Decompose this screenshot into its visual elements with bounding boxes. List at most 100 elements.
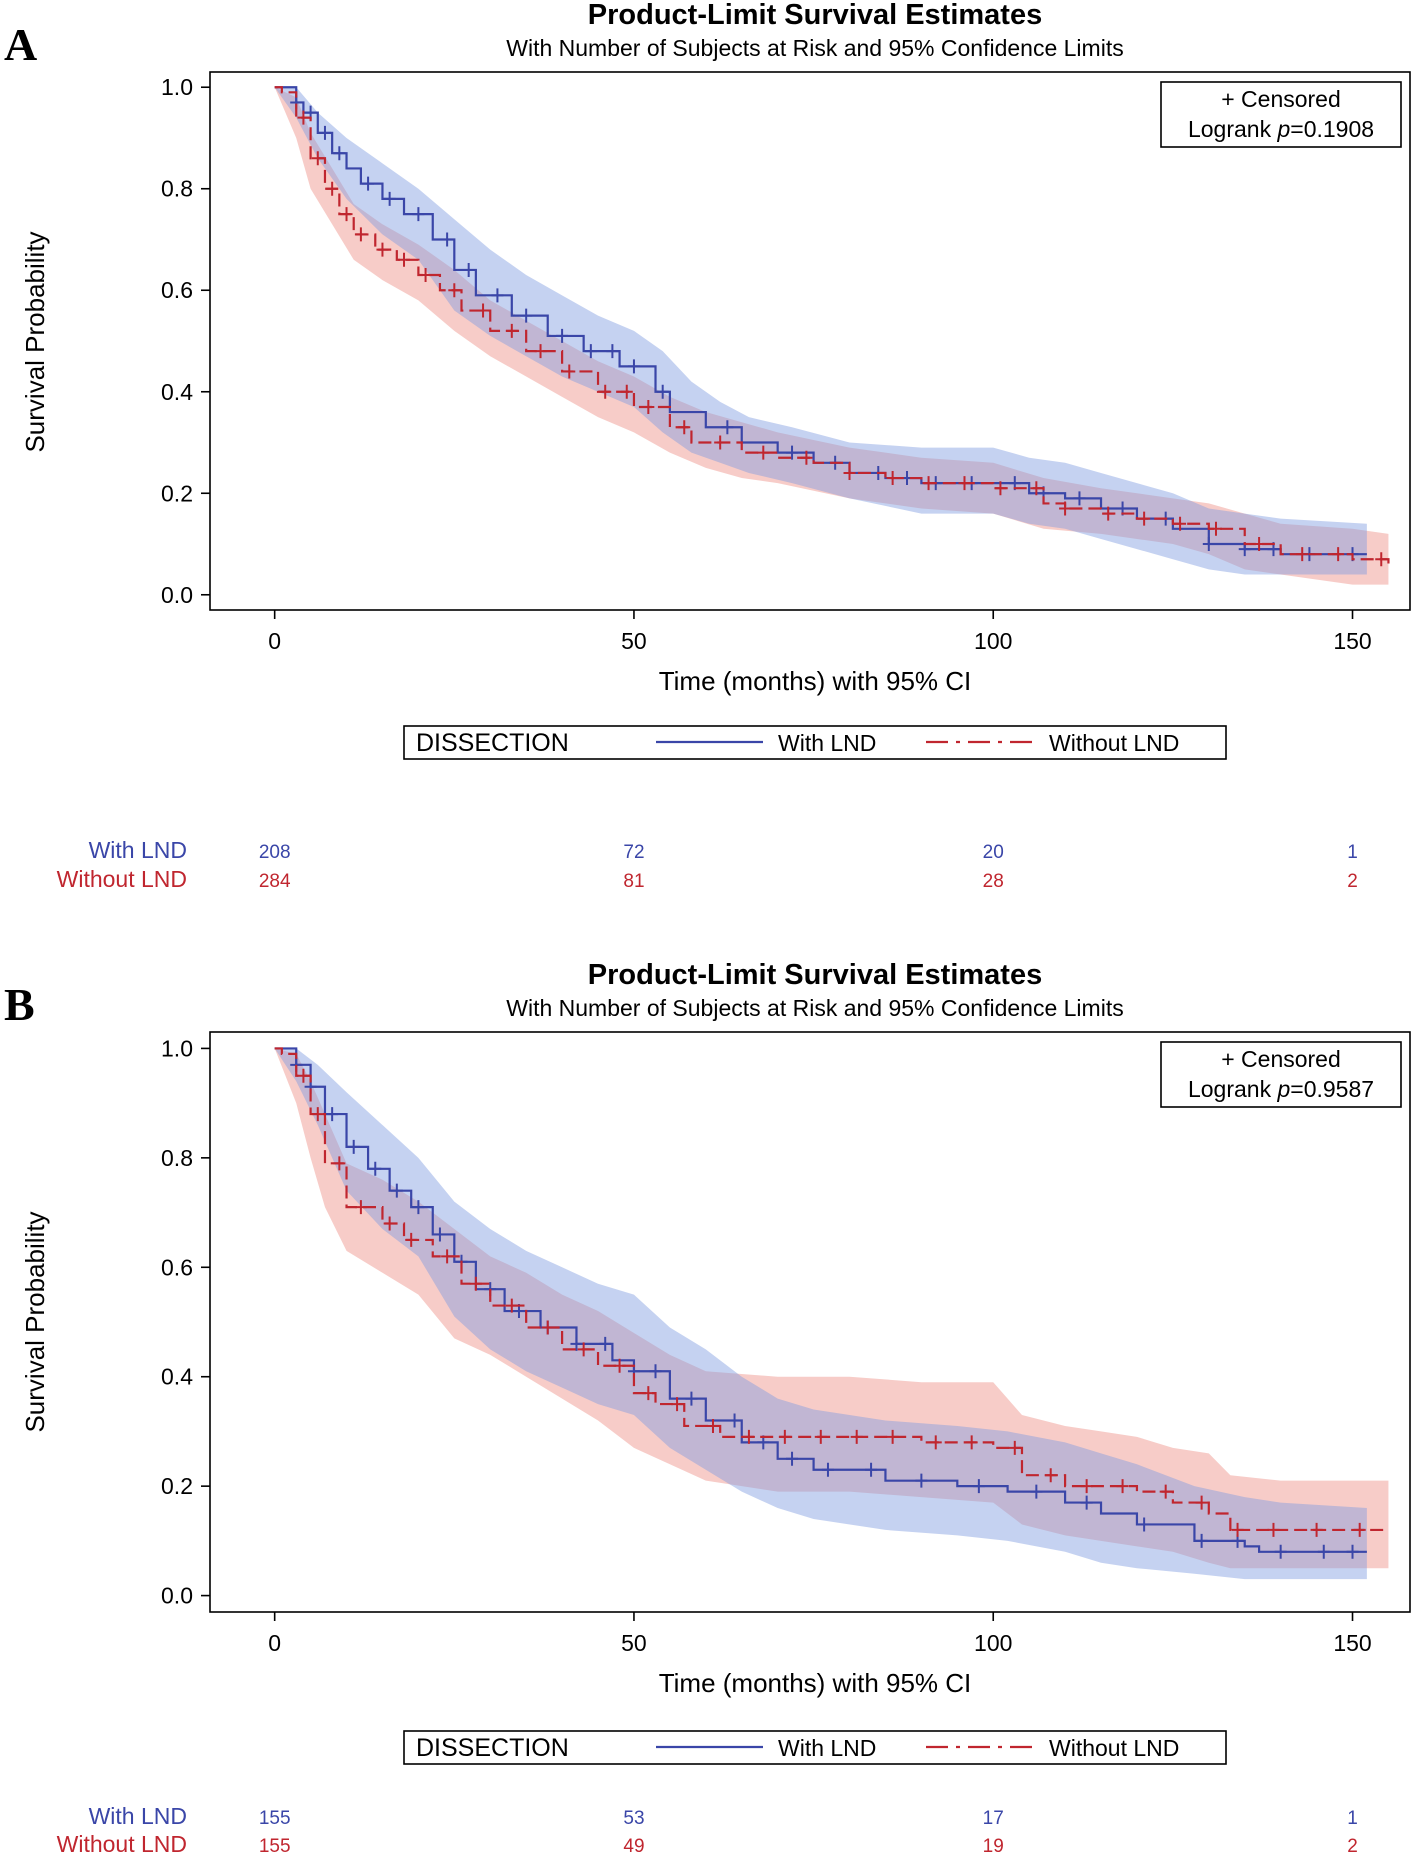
legend-label-without-lnd: Without LND (1049, 730, 1179, 756)
ci-band-with-lnd (274, 1048, 1367, 1580)
inset-frame (1160, 81, 1402, 148)
censor-mark (469, 1276, 482, 1291)
censor-mark (577, 1342, 590, 1357)
censor-mark (311, 1107, 324, 1122)
censor-mark (1267, 1522, 1280, 1537)
censor-mark (1116, 1479, 1129, 1494)
censor-mark (1059, 501, 1072, 516)
censor-mark (412, 1200, 425, 1215)
censor-mark (441, 232, 454, 247)
censor-mark (642, 1386, 655, 1401)
censor-mark (383, 191, 396, 206)
risk-row-label: With LND (89, 837, 187, 863)
censor-mark (1044, 1468, 1057, 1483)
x-axis-label: Time (months) with 95% CI (659, 1668, 972, 1698)
y-tick-label: 1.0 (161, 1035, 193, 1061)
censor-mark (678, 420, 691, 435)
censor-mark (541, 1320, 554, 1335)
censor-mark (1195, 1533, 1208, 1548)
censor-mark (1030, 481, 1043, 496)
censor-mark (1080, 1479, 1093, 1494)
censor-mark (333, 146, 346, 161)
logrank-prefix: Logrank (1188, 1076, 1278, 1102)
risk-row-label: Without LND (57, 866, 187, 892)
censor-mark (491, 288, 504, 303)
risk-count: 28 (983, 871, 1004, 892)
logrank-p: p (1276, 1076, 1290, 1102)
censor-mark (1209, 521, 1222, 536)
censor-mark (721, 420, 734, 435)
censor-mark (1231, 1522, 1244, 1537)
panel-letter: A (4, 19, 37, 70)
censor-mark (821, 1462, 834, 1477)
censor-mark (1102, 506, 1115, 521)
survival-curve-with-lnd (274, 1047, 1367, 1553)
censor-mark (398, 252, 411, 267)
censor-mark (318, 125, 331, 140)
risk-count: 1 (1347, 1808, 1358, 1829)
censor-mark (369, 1161, 382, 1176)
legend-label-with-lnd: With LND (778, 1735, 876, 1761)
censor-mark (929, 1435, 942, 1450)
y-tick-label: 0.0 (161, 1583, 193, 1609)
logrank-prefix: Logrank (1188, 116, 1278, 142)
censor-mark (1138, 511, 1151, 526)
chart-title: Product-Limit Survival Estimates (588, 0, 1042, 31)
censor-mark (297, 1068, 310, 1083)
censored-label: + Censored (1221, 1046, 1341, 1072)
logrank-label: Logrank p=0.9587 (1188, 1076, 1374, 1102)
censor-mark (1073, 491, 1086, 506)
censor-mark (728, 1413, 741, 1428)
chart-panel-b: B Product-Limit Survival Estimates With Nu… (4, 959, 1411, 1857)
risk-count: 1 (1347, 842, 1358, 863)
censor-mark (297, 110, 310, 125)
censor-mark (340, 207, 353, 222)
legend-label-without-lnd: Without LND (1049, 1735, 1179, 1761)
censor-mark (326, 1107, 339, 1122)
censor-mark (958, 476, 971, 491)
risk-count: 208 (259, 842, 291, 863)
censor-mark (778, 1429, 791, 1444)
y-tick-label: 0.2 (161, 480, 193, 506)
legend-frame (403, 725, 1227, 760)
risk-count: 49 (623, 1836, 644, 1857)
censor-mark (570, 1336, 583, 1351)
plot-frame (209, 1031, 1411, 1613)
at-risk-table: With LND 155 53 17 1 Without LND 155 49 19 2 (57, 1803, 1358, 1857)
y-tick-label: 0.4 (161, 379, 193, 405)
censor-mark (448, 283, 461, 298)
censor-mark (865, 1462, 878, 1477)
risk-count: 72 (623, 842, 644, 863)
censor-mark (757, 445, 770, 460)
censor-mark (599, 384, 612, 399)
logrank-p: p (1276, 116, 1290, 142)
censor-mark (620, 384, 633, 399)
censor-mark (922, 476, 935, 491)
censor-mark (800, 450, 813, 465)
censor-mark (915, 1473, 928, 1488)
censored-label: + Censored (1221, 86, 1341, 112)
inset-frame (1160, 1041, 1402, 1108)
chart-subtitle: With Number of Subjects at Risk and 95% … (506, 995, 1123, 1021)
censor-mark (742, 1429, 755, 1444)
legend-title: DISSECTION (416, 1734, 569, 1762)
censor-mark (1274, 1544, 1287, 1559)
censor-mark (671, 1397, 684, 1412)
censor-mark (599, 1336, 612, 1351)
censor-mark (326, 181, 339, 196)
censor-mark (1030, 1484, 1043, 1499)
censor-mark (441, 1249, 454, 1264)
censor-mark (1159, 1484, 1172, 1499)
censor-mark (520, 308, 533, 323)
logrank-inset: + Censored Logrank p=0.1908 (1160, 81, 1402, 148)
y-tick-label: 0.4 (161, 1364, 193, 1390)
censor-mark (1346, 1544, 1359, 1559)
panel-letter: B (4, 979, 35, 1030)
logrank-label: Logrank p=0.1908 (1188, 116, 1374, 142)
censor-mark (354, 1200, 367, 1215)
censor-mark (886, 471, 899, 486)
survival-curve-without-lnd (274, 1047, 1389, 1532)
censor-mark (354, 227, 367, 242)
censor-mark (584, 344, 597, 359)
